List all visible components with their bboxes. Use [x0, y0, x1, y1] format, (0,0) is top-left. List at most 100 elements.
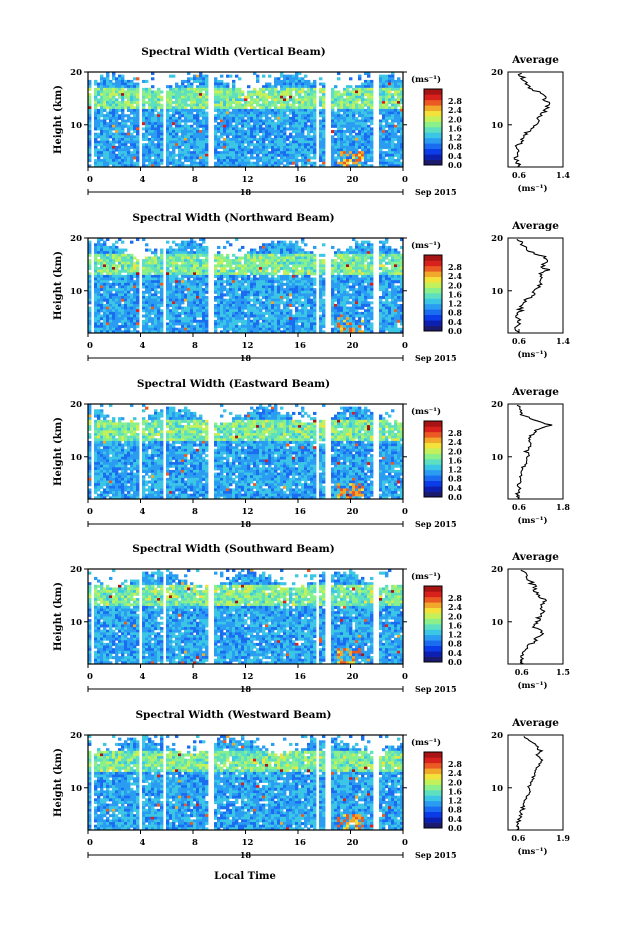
profile-y-tick-label: 20: [491, 68, 503, 78]
colorbar-unit: (ms⁻¹): [411, 240, 441, 251]
profile-frame: [508, 238, 563, 333]
colorbar-tick-label: 0.0: [448, 823, 462, 833]
colorbar-segment: [424, 459, 442, 465]
heatmap: [88, 404, 403, 499]
colorbar-segment: [424, 160, 442, 166]
profile-x-tick-label: 1.9: [556, 833, 570, 843]
colorbar-segment: [424, 432, 442, 438]
colorbar-segment: [424, 602, 442, 608]
heatmap: [88, 569, 403, 664]
panel-1: Spectral Width (Vertical Beam)2010Height…: [53, 46, 570, 197]
x-tick-label: 16: [294, 838, 306, 848]
x-tick-label: 0: [87, 507, 93, 517]
x-tick-label: 0: [87, 341, 93, 351]
y-tick-label: 20: [70, 731, 82, 741]
profile-x-tick-label: 0.6: [512, 336, 526, 346]
colorbar-unit: (ms⁻¹): [411, 406, 441, 417]
colorbar-segment: [424, 790, 442, 796]
colorbar-segment: [424, 492, 442, 498]
colorbar-segment: [424, 111, 442, 117]
x-tick-label: 16: [294, 175, 306, 185]
profile-x-tick-label: 0.6: [515, 667, 529, 677]
x-tick-label: 20: [347, 175, 359, 185]
y-axis-label: Height (km): [53, 748, 64, 817]
y-tick-label: 20: [70, 400, 82, 410]
profile-x-tick-label: 1.4: [556, 170, 570, 180]
y-tick-label: 10: [70, 453, 82, 463]
colorbar-segment: [424, 806, 442, 812]
x-tick-label: 8: [192, 672, 198, 682]
colorbar-segment: [424, 443, 442, 449]
colorbar-segment: [424, 657, 442, 663]
colorbar-segment: [424, 817, 442, 823]
colorbar-segment: [424, 421, 442, 427]
colorbar-segment: [424, 486, 442, 492]
colorbar-segment: [424, 132, 442, 138]
colorbar-segment: [424, 309, 442, 315]
x-tick-label: 8: [192, 175, 198, 185]
profile-series-line: [521, 570, 547, 664]
colorbar-segment: [424, 624, 442, 630]
profile-x-tick-label: 1.5: [556, 667, 570, 677]
colorbar-segment: [424, 470, 442, 476]
profile-title: Average: [511, 717, 559, 729]
colorbar-segment: [424, 89, 442, 95]
x-tick-label: 4: [140, 672, 146, 682]
colorbar-segment: [424, 779, 442, 785]
profile-series-line: [516, 405, 552, 499]
colorbar-segment: [424, 475, 442, 481]
date-month-year-label: Sep 2015: [415, 519, 457, 529]
panel-3: Spectral Width (Eastward Beam)2010Height…: [53, 378, 570, 529]
x-tick-label: 12: [242, 838, 254, 848]
colorbar-segment: [424, 154, 442, 160]
colorbar-segment: [424, 143, 442, 149]
colorbar-segment: [424, 608, 442, 614]
profile-series-line: [517, 736, 543, 830]
y-axis-label: Height (km): [53, 417, 64, 486]
colorbar-tick-label: 0.0: [448, 657, 462, 667]
colorbar-segment: [424, 437, 442, 443]
profile-title: Average: [511, 220, 559, 232]
colorbar-segment: [424, 105, 442, 111]
y-tick-label: 10: [70, 287, 82, 297]
colorbar-segment: [424, 752, 442, 758]
colorbar-segment: [424, 785, 442, 791]
colorbar-segment: [424, 757, 442, 763]
x-tick-label: 0: [87, 175, 93, 185]
x-tick-label: 4: [140, 341, 146, 351]
colorbar-segment: [424, 116, 442, 122]
colorbar-segment: [424, 100, 442, 106]
colorbar-segment: [424, 277, 442, 283]
profile-title: Average: [511, 386, 559, 398]
colorbar-segment: [424, 293, 442, 299]
x-tick-label: 8: [192, 507, 198, 517]
profile-frame: [508, 72, 563, 167]
y-tick-label: 20: [70, 68, 82, 78]
x-tick-label: 8: [192, 341, 198, 351]
y-tick-label: 10: [70, 618, 82, 628]
colorbar-segment: [424, 315, 442, 321]
heatmap: [88, 735, 403, 830]
date-day-label: 18: [240, 353, 252, 363]
colorbar-unit: (ms⁻¹): [411, 737, 441, 748]
x-tick-label: 0: [402, 507, 408, 517]
colorbar-segment: [424, 640, 442, 646]
profile-x-label: (ms⁻¹): [517, 183, 547, 194]
colorbar-segment: [424, 768, 442, 774]
colorbar-tick-label: 0.0: [448, 160, 462, 170]
profile-frame: [508, 735, 563, 830]
colorbar-segment: [424, 774, 442, 780]
colorbar-segment: [424, 619, 442, 625]
colorbar-segment: [424, 138, 442, 144]
colorbar-tick-label: 0.0: [448, 492, 462, 502]
colorbar-unit: (ms⁻¹): [411, 74, 441, 85]
x-tick-label: 4: [140, 507, 146, 517]
colorbar-segment: [424, 149, 442, 155]
x-tick-label: 8: [192, 838, 198, 848]
x-tick-label: 0: [402, 175, 408, 185]
x-tick-label: 0: [87, 838, 93, 848]
colorbar-segment: [424, 586, 442, 592]
profile-y-tick-label: 10: [491, 287, 503, 297]
colorbar-segment: [424, 464, 442, 470]
panel-5: Spectral Width (Westward Beam)2010Height…: [53, 709, 570, 860]
